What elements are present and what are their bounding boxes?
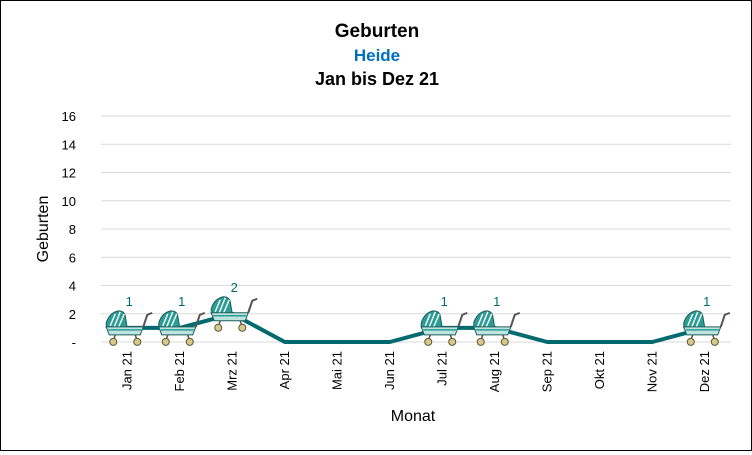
x-tick-label: Sep 21	[539, 351, 554, 392]
data-label: 1	[493, 294, 500, 309]
x-tick-label: Nov 21	[644, 351, 659, 392]
x-tick-label: Aug 21	[487, 351, 502, 392]
data-label: 1	[126, 294, 133, 309]
x-tick-label: Dez 21	[697, 351, 712, 392]
y-tick-label: 2	[69, 307, 76, 322]
y-tick-label: 12	[62, 166, 76, 181]
data-label: 2	[231, 280, 238, 295]
data-label: 1	[441, 294, 448, 309]
chart-title: Geburten	[335, 21, 419, 42]
chart-subtitle: Heide	[354, 46, 400, 65]
grid-lines	[101, 115, 731, 343]
x-tick-label: Jun 21	[382, 351, 397, 390]
data-labels: 1 1 2 1 1 1	[126, 280, 711, 309]
y-tick-label: 6	[69, 250, 76, 265]
x-tick-label: Mrz 21	[224, 351, 239, 391]
x-tick-labels: Jan 21 Feb 21 Mrz 21 Apr 21 Mai 21 Jun 21 Jul …	[119, 351, 712, 392]
y-tick-label: 14	[62, 137, 76, 152]
x-axis-label: Monat	[391, 408, 436, 425]
x-tick-label: Apr 21	[277, 351, 292, 389]
baby-carriage-icon	[683, 310, 731, 346]
y-tick-label: 8	[69, 222, 76, 237]
data-label: 1	[703, 294, 710, 309]
y-tick-label: -	[72, 335, 76, 350]
x-tick-label: Okt 21	[592, 351, 607, 389]
y-tick-label: 16	[62, 109, 76, 124]
x-tick-label: Jan 21	[119, 351, 134, 390]
x-tick-label: Jul 21	[434, 351, 449, 386]
data-label: 1	[178, 294, 185, 309]
y-tick-label: 10	[62, 194, 76, 209]
baby-carriage-icon	[473, 310, 521, 346]
y-axis-label: Geburten	[35, 196, 52, 263]
baby-carriage-icon	[420, 310, 468, 346]
chart-date-range: Jan bis Dez 21	[315, 69, 439, 89]
baby-carriage-icon	[158, 310, 206, 346]
x-tick-label: Mai 21	[329, 351, 344, 390]
data-markers	[105, 296, 731, 346]
y-tick-label: 4	[69, 279, 76, 294]
x-tick-label: Feb 21	[172, 351, 187, 391]
baby-carriage-icon	[210, 296, 258, 332]
y-tick-labels: - 2 4 6 8 10 12 14 16	[62, 109, 76, 350]
baby-carriage-icon	[105, 310, 153, 346]
